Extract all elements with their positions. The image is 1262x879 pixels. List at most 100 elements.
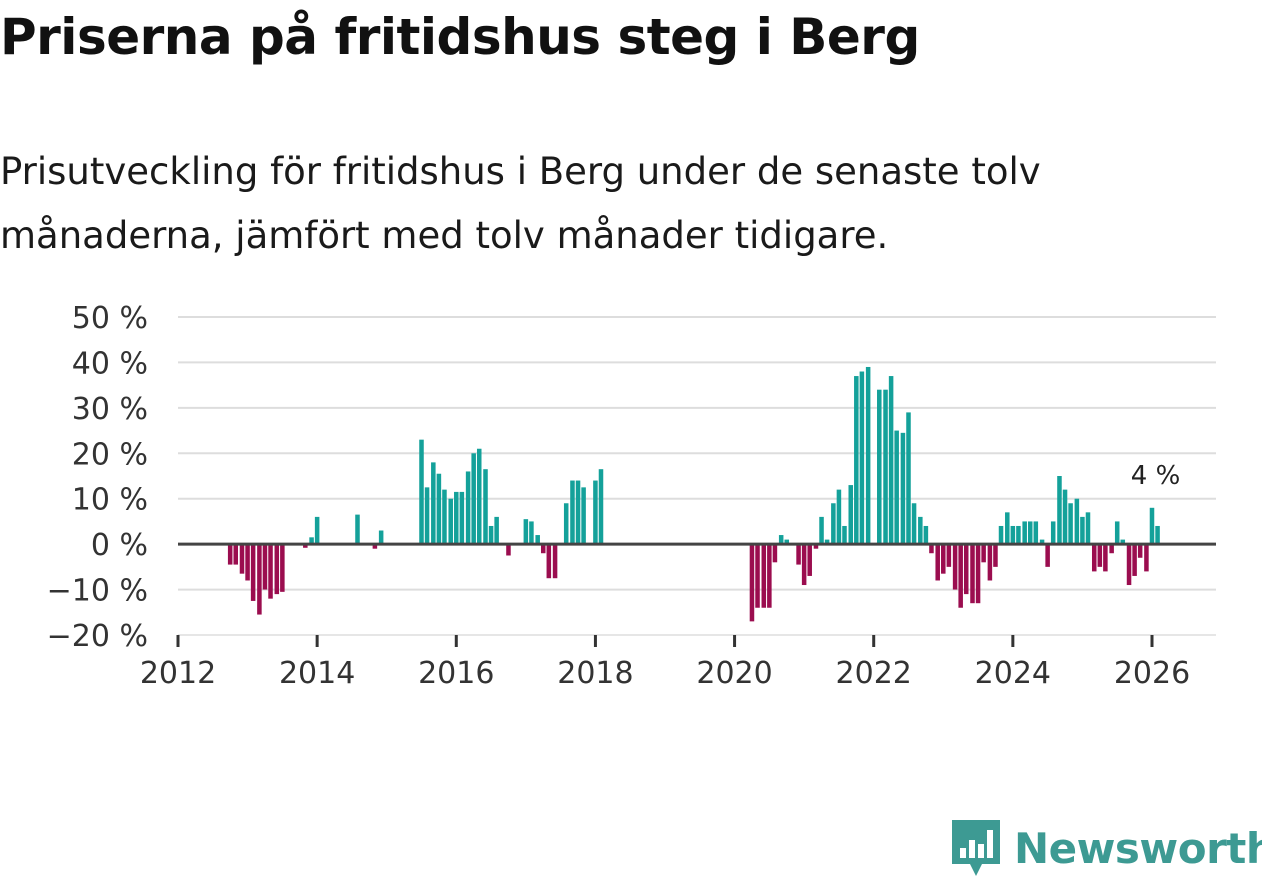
- chart-subtitle: Prisutveckling för fritidshus i Berg und…: [0, 150, 1041, 257]
- chart-title: Priserna på fritidshus steg i Berg: [0, 8, 920, 66]
- bar: [436, 473, 442, 545]
- bar: [442, 489, 447, 545]
- bar: [424, 487, 430, 545]
- bar: [801, 544, 807, 586]
- bar: [506, 544, 511, 556]
- bar: [1033, 521, 1039, 545]
- bar: [877, 389, 882, 545]
- bar: [257, 544, 262, 615]
- y-tick-label: 10 %: [72, 483, 148, 518]
- bar: [1027, 521, 1033, 545]
- bar: [784, 539, 790, 545]
- bar: [755, 544, 760, 608]
- bar: [268, 544, 273, 599]
- bar: [454, 491, 459, 545]
- bar: [900, 432, 906, 545]
- bar: [1114, 521, 1120, 545]
- bar: [1057, 476, 1062, 545]
- x-tick-label: 2026: [1114, 656, 1190, 691]
- bar: [1091, 544, 1097, 572]
- bar: [796, 544, 801, 565]
- y-tick-label: 20 %: [72, 437, 148, 472]
- bar: [963, 544, 969, 595]
- bar: [1109, 544, 1114, 554]
- bar: [894, 430, 899, 545]
- bar: [1149, 507, 1155, 545]
- bar: [993, 544, 998, 567]
- bar: [935, 544, 940, 581]
- bar: [233, 544, 239, 565]
- bar: [1010, 525, 1016, 545]
- bar: [274, 544, 280, 595]
- bar: [575, 480, 581, 545]
- bar-chart: −20 % −10 % 0 % 10 % 20 % 30 % 40 % 50 % 2012 201…: [47, 301, 1216, 691]
- bar: [929, 544, 934, 554]
- bar: [1022, 521, 1027, 545]
- bar: [1120, 539, 1126, 545]
- bar: [836, 489, 842, 545]
- bar: [494, 516, 499, 545]
- bar: [1085, 512, 1091, 545]
- bar: [593, 480, 598, 545]
- axes: [176, 542, 1216, 647]
- bar: [570, 480, 575, 545]
- bar: [1144, 544, 1149, 572]
- bar: [448, 498, 453, 545]
- x-tick-label: 2016: [418, 656, 494, 691]
- y-tick-label: 0 %: [91, 528, 148, 563]
- bar: [1137, 544, 1143, 558]
- tick-labels: −20 % −10 % 0 % 10 % 20 % 30 % 40 % 50 % 2012 201…: [47, 301, 1191, 691]
- bar: [987, 544, 993, 581]
- bar: [883, 389, 888, 545]
- bar: [761, 544, 767, 608]
- bar: [1126, 544, 1132, 586]
- bar: [952, 544, 958, 590]
- x-tick-label: 2022: [836, 656, 912, 691]
- bar: [854, 376, 859, 545]
- bar: [767, 544, 772, 608]
- y-tick-label: 50 %: [72, 301, 148, 336]
- bar: [262, 544, 268, 590]
- bar: [459, 491, 465, 545]
- bar: [946, 544, 952, 567]
- bar: [981, 544, 986, 563]
- bar: [911, 503, 917, 545]
- bar: [923, 525, 929, 545]
- bar: [239, 544, 245, 574]
- brand-name: Newsworthy: [1014, 823, 1262, 873]
- bar: [546, 544, 552, 579]
- bar: [813, 544, 819, 549]
- bar: [540, 544, 546, 554]
- bar: [824, 539, 830, 545]
- bar: [372, 544, 378, 549]
- bar: [1045, 544, 1050, 567]
- bar: [970, 544, 975, 604]
- bar: [529, 521, 534, 545]
- y-tick-label: 30 %: [72, 392, 148, 427]
- bar: [848, 485, 854, 545]
- bars: [227, 366, 1160, 622]
- bar: [1132, 544, 1137, 576]
- bar: [303, 544, 308, 548]
- bar: [749, 544, 755, 622]
- bar: [309, 537, 314, 545]
- y-tick-label: 40 %: [72, 346, 148, 381]
- x-tick-label: 2012: [140, 656, 216, 691]
- bar: [314, 516, 320, 545]
- bar: [431, 462, 436, 545]
- bar: [280, 544, 285, 592]
- bar: [563, 503, 569, 545]
- bar: [888, 376, 894, 545]
- bar: [250, 544, 256, 601]
- bar: [1074, 498, 1080, 545]
- bar: [552, 544, 558, 579]
- bar: [471, 453, 476, 545]
- bar: [1039, 539, 1045, 545]
- x-tick-label: 2018: [557, 656, 633, 691]
- bar: [1068, 503, 1073, 545]
- bar: [958, 544, 963, 608]
- bar: [598, 469, 604, 545]
- bar: [918, 516, 923, 545]
- bar: [819, 516, 824, 545]
- bar: [488, 525, 494, 545]
